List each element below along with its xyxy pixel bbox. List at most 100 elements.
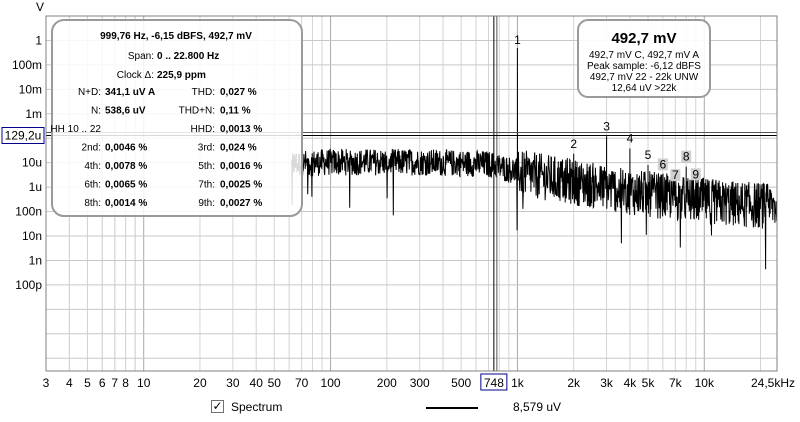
readout-panel[interactable]: 492,7 mV 492,7 mV C, 492,7 mV A Peak sam…	[577, 19, 711, 98]
info-label: 8th:	[84, 198, 101, 209]
info-label: HH 10 .. 22	[50, 124, 101, 135]
legend-spectrum-swatch	[426, 407, 478, 409]
info-value: 0,027 %	[220, 87, 257, 98]
x-tick-label: 3k	[600, 376, 614, 390]
spectrum-line	[291, 47, 778, 270]
x-tick-label: 3	[43, 376, 50, 390]
info-value: 0,0025 %	[220, 180, 262, 191]
x-tick-label: 40	[250, 376, 264, 390]
x-tick-label: 5	[84, 376, 91, 390]
harmonic-marker-box	[681, 150, 692, 163]
harmonic-marker-1: 1	[514, 33, 521, 47]
info-value: 0,0014 %	[105, 198, 147, 209]
x-tick-label: 200	[377, 376, 397, 390]
readout-line1: 492,7 mV C, 492,7 mV A	[589, 50, 699, 61]
x-tick-label: 20	[193, 376, 207, 390]
harmonic-marker-5: 5	[645, 148, 652, 162]
plot-border	[45, 15, 778, 372]
info-value: 0,11 %	[220, 106, 251, 117]
harmonic-marker-8: 8	[683, 150, 690, 164]
y-tick-label: 100n	[15, 205, 42, 219]
x-tick-label: 8	[122, 376, 129, 390]
readout-line2: Peak sample: -6,12 dBFS	[587, 61, 701, 72]
info-value: 0,0078 %	[105, 161, 147, 172]
readout-big: 492,7 mV	[611, 30, 676, 47]
y-tick-label: 10n	[22, 229, 42, 243]
info-value: 0,0016 %	[220, 161, 262, 172]
legend-spectrum-label: Spectrum	[231, 400, 283, 414]
info-panel-box	[51, 19, 303, 217]
info-clock-label: Clock Δ:	[117, 70, 154, 81]
info-label: 7th:	[198, 180, 215, 191]
info-span-value: 0 .. 22.800 Hz	[157, 51, 219, 62]
series-spectrum	[291, 47, 778, 270]
info-label: 6th:	[84, 180, 101, 191]
info-value: 0,0065 %	[105, 180, 147, 191]
readout-line3: 492,7 mV 22 - 22k UNW	[590, 72, 699, 83]
legend-spectrum-value: 8,579 uV	[513, 400, 562, 414]
readout-line4: 12,64 uV >22k	[612, 83, 678, 94]
info-value: 0,0013 %	[220, 124, 262, 135]
info-panel[interactable]: 999,76 Hz, -6,15 dBFS, 492,7 mV Span: 0 …	[50, 19, 303, 217]
info-label: 2nd:	[82, 143, 101, 154]
info-label: N+D:	[78, 87, 101, 98]
x-tick-label: 7	[111, 376, 118, 390]
spectrum-checkbox[interactable]: ✓	[211, 399, 224, 413]
info-value: 0,024 %	[220, 143, 257, 154]
info-value: 538,6 uV	[105, 106, 146, 117]
harmonic-marker-3: 3	[603, 119, 610, 133]
harmonic-marker-box	[690, 168, 701, 181]
info-label: N:	[91, 106, 101, 117]
y-cursor-label: 129,2u	[5, 129, 42, 143]
info-span-label: Span:	[128, 51, 154, 62]
info-rows: N+D: 341,1 uV A THD: 0,027 % N: 538,6 uV THD+N…	[50, 87, 262, 209]
readout-panel-box	[577, 19, 711, 98]
harmonic-marker-box	[670, 169, 681, 182]
info-value: 0,0046 %	[105, 143, 147, 154]
info-label: 3rd:	[198, 143, 215, 154]
y-cursor-box[interactable]	[1, 127, 45, 145]
info-label: 5th:	[198, 161, 215, 172]
harmonic-marker-9: 9	[692, 167, 699, 181]
x-cursor-label: 748	[484, 376, 504, 390]
x-tick-label: 24,5kHz	[751, 376, 795, 390]
x-cursor-box[interactable]	[480, 373, 508, 391]
x-tick-label: 6	[99, 376, 106, 390]
x-tick-label: 30	[226, 376, 240, 390]
y-tick-label: 100m	[12, 58, 42, 72]
x-tick-label: 5k	[642, 376, 656, 390]
info-value: 341,1 uV A	[105, 87, 155, 98]
info-label: HHD:	[191, 124, 215, 135]
x-tick-label: 10	[137, 376, 151, 390]
x-tick-label: 10k	[695, 376, 715, 390]
info-clock-value: 225,9 ppm	[157, 70, 206, 81]
y-tick-label: 1n	[29, 253, 42, 267]
info-label: THD:	[192, 87, 215, 98]
info-value: 0,0027 %	[220, 198, 262, 209]
y-tick-label: 100p	[15, 278, 42, 292]
harmonic-marker-2: 2	[570, 137, 577, 151]
info-label: 9th:	[198, 198, 215, 209]
x-tick-label: 1k	[511, 376, 525, 390]
harmonic-marker-box	[657, 158, 668, 171]
y-tick-label: 10m	[19, 82, 42, 96]
y-tick-label: 1m	[25, 107, 42, 121]
x-tick-label: 7k	[669, 376, 683, 390]
info-label: THD+N:	[179, 106, 215, 117]
x-tick-label: 500	[451, 376, 471, 390]
x-tick-label: 4k	[624, 376, 638, 390]
x-tick-label: 100	[321, 376, 341, 390]
x-tick-label: 4	[66, 376, 73, 390]
harmonic-marker-4: 4	[627, 131, 634, 145]
y-tick-label: 1u	[29, 180, 42, 194]
y-tick-label: 10u	[22, 156, 42, 170]
harmonic-marker-6: 6	[659, 157, 666, 171]
x-tick-label: 300	[410, 376, 430, 390]
info-header: 999,76 Hz, -6,15 dBFS, 492,7 mV	[100, 31, 252, 42]
harmonic-marker-7: 7	[672, 168, 679, 182]
x-tick-label: 50	[268, 376, 282, 390]
x-tick-label: 2k	[567, 376, 581, 390]
y-axis-label: V	[36, 0, 44, 14]
